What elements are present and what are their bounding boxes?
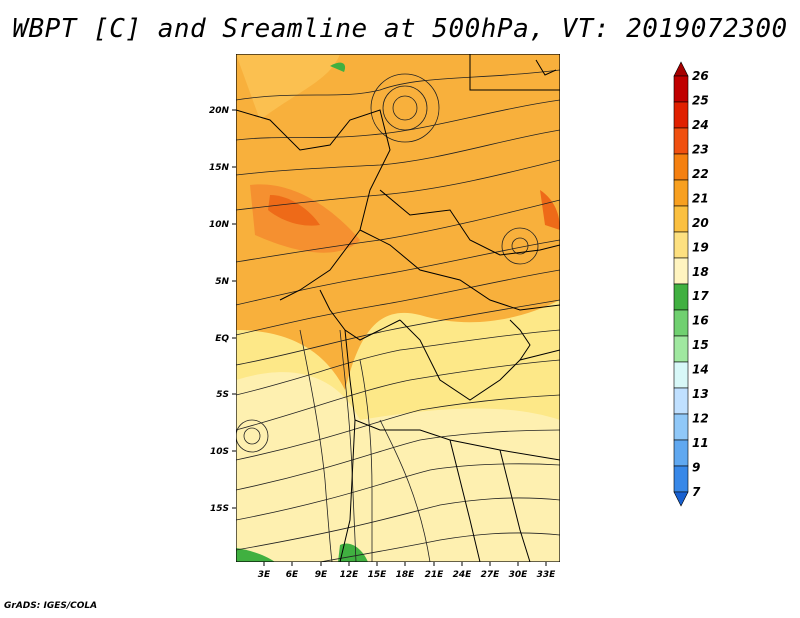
country-borders [236, 54, 560, 562]
map-title: WBPT [C] and Sreamline at 500hPa, VT: 20… [12, 14, 788, 44]
colorbar-label: 19 [692, 240, 709, 254]
colorbar-top-arrow [673, 61, 689, 77]
lat-tick-20n: 20N [209, 106, 236, 116]
colorbar-swatch [673, 361, 689, 389]
colorbar-swatch [673, 153, 689, 181]
lat-label: 20N [209, 106, 230, 116]
lat-axis: 20N 15N 10N 5N EQ 5S 10S 15S [209, 106, 236, 514]
lat-tick-15n: 15N [209, 163, 236, 173]
colorbar-label: 22 [692, 167, 709, 181]
lat-label: 10N [209, 220, 230, 230]
colorbar-label: 14 [692, 363, 709, 377]
lat-tick-5s: 5S [216, 390, 236, 400]
lon-tick-24e: 24E [453, 562, 473, 580]
lon-tick-30e: 30E [509, 562, 529, 580]
colorbar-swatch [673, 283, 689, 311]
lon-label: 24E [453, 570, 473, 580]
colorbar-label: 11 [692, 436, 709, 450]
colorbar-label: 24 [692, 118, 709, 132]
lat-label: 5N [215, 277, 229, 287]
lon-label: 18E [396, 570, 416, 580]
lon-label: 30E [509, 570, 529, 580]
colorbar-label: 26 [692, 69, 709, 83]
lon-tick-6e: 6E [286, 562, 299, 580]
lon-label: 21E [425, 570, 445, 580]
lon-tick-15e: 15E [368, 562, 388, 580]
lon-tick-33e: 33E [537, 562, 557, 580]
colorbar-label: 25 [692, 93, 709, 107]
green-patch-1 [236, 548, 275, 562]
colorbar: 26 25 24 23 22 21 20 19 18 17 16 15 14 13 12 11 9 7 [673, 61, 709, 507]
lon-tick-9e: 9E [315, 562, 328, 580]
lat-tick-5n: 5N [215, 277, 236, 287]
warm-region-north [236, 54, 560, 390]
colorbar-swatch [673, 387, 689, 415]
credit-text: GrADS: IGES/COLA [4, 601, 98, 611]
lon-tick-21e: 21E [425, 562, 445, 580]
colorbar-swatch [673, 257, 689, 285]
lon-tick-12e: 12E [340, 562, 360, 580]
colorbar-swatch [673, 465, 689, 493]
lon-label: 9E [315, 570, 328, 580]
colorbar-label: 21 [692, 191, 709, 205]
colorbar-label: 16 [692, 314, 709, 328]
colorbar-swatch [673, 309, 689, 337]
lon-label: 27E [481, 570, 501, 580]
lat-label: EQ [215, 334, 229, 344]
warm-core-2 [268, 195, 320, 226]
lon-tick-18e: 18E [396, 562, 416, 580]
colorbar-bottom-arrow [673, 491, 689, 507]
colorbar-swatch [673, 75, 689, 103]
map-panel [236, 54, 560, 562]
lon-tick-27e: 27E [481, 562, 501, 580]
colorbar-label: 9 [692, 461, 700, 475]
lat-label: 5S [216, 390, 229, 400]
streamlines [236, 69, 560, 562]
lon-label: 33E [537, 570, 557, 580]
green-patch-3 [330, 62, 346, 72]
lon-label: 15E [368, 570, 388, 580]
lighter-region [236, 54, 340, 120]
colorbar-swatch [673, 179, 689, 207]
colorbar-label: 12 [692, 412, 709, 426]
colorbar-swatch [673, 335, 689, 363]
colorbar-swatch [673, 231, 689, 259]
colorbar-label: 15 [692, 338, 709, 352]
colorbar-swatch [673, 205, 689, 233]
lon-tick-3e: 3E [258, 562, 271, 580]
colorbar-swatch [673, 127, 689, 155]
lat-label: 10S [210, 447, 229, 457]
lon-label: 6E [286, 570, 299, 580]
lat-tick-15s: 15S [210, 504, 236, 514]
lat-label: 15S [210, 504, 229, 514]
lon-label: 3E [258, 570, 271, 580]
warm-core-3 [540, 190, 560, 230]
colorbar-label: 18 [692, 265, 709, 279]
colorbar-label: 20 [692, 216, 709, 230]
colorbar-label: 17 [692, 289, 709, 303]
lat-tick-10s: 10S [210, 447, 236, 457]
colorbar-swatch [673, 439, 689, 467]
lat-tick-10n: 10N [209, 220, 236, 230]
lon-axis: 3E 6E 9E 12E 15E 18E 21E 24E 27E 30E 33E [258, 562, 556, 580]
lat-tick-eq: EQ [215, 334, 236, 344]
colorbar-label: 13 [692, 387, 709, 401]
colorbar-swatch [673, 413, 689, 441]
lat-label: 15N [209, 163, 230, 173]
lon-label: 12E [340, 570, 360, 580]
colorbar-label: 7 [692, 485, 701, 499]
colorbar-swatch [673, 101, 689, 129]
colorbar-label: 23 [692, 142, 709, 156]
